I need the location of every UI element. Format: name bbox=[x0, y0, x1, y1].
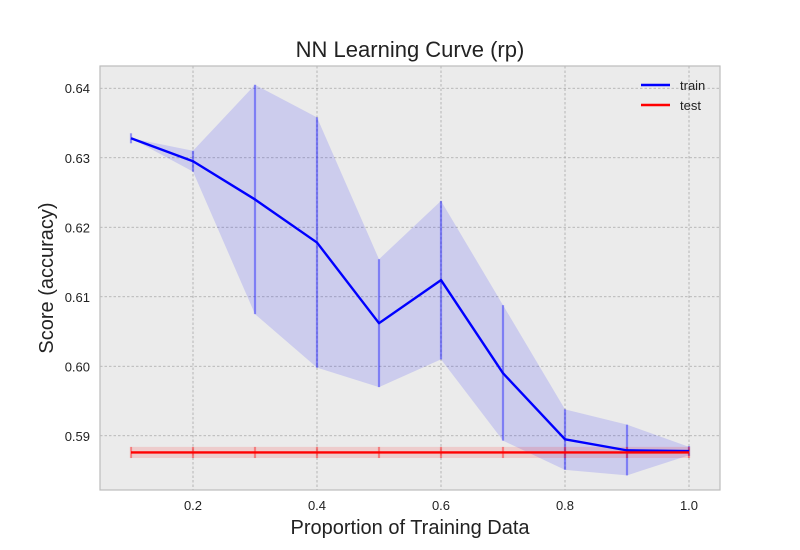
y-tick-label: 0.62 bbox=[65, 220, 90, 235]
x-tick-label: 1.0 bbox=[680, 498, 698, 513]
x-tick-label: 0.8 bbox=[556, 498, 574, 513]
grid-lines bbox=[100, 66, 720, 490]
x-tick-labels: 0.2 0.4 0.6 0.8 1.0 bbox=[184, 498, 698, 513]
y-tick-label: 0.63 bbox=[65, 151, 90, 166]
legend-label-train: train bbox=[680, 78, 705, 93]
y-tick-label: 0.59 bbox=[65, 429, 90, 444]
x-tick-label: 0.6 bbox=[432, 498, 450, 513]
plot-frame bbox=[99, 65, 721, 491]
x-axis-label: Proportion of Training Data bbox=[290, 517, 530, 539]
plot-area bbox=[100, 66, 720, 490]
series-lines bbox=[130, 137, 690, 454]
legend: train test bbox=[641, 78, 705, 113]
x-tick-label: 0.4 bbox=[308, 498, 326, 513]
y-tick-label: 0.60 bbox=[65, 359, 90, 374]
train-line bbox=[130, 137, 690, 453]
train-band bbox=[131, 84, 689, 476]
chart-title: NN Learning Curve (rp) bbox=[296, 37, 525, 62]
x-tick-label: 0.2 bbox=[184, 498, 202, 513]
y-tick-labels: 0.59 0.60 0.61 0.62 0.63 0.64 bbox=[65, 81, 90, 444]
legend-label-test: test bbox=[680, 98, 701, 113]
y-axis-label: Score (accuracy) bbox=[36, 202, 58, 353]
y-tick-label: 0.64 bbox=[65, 81, 90, 96]
y-tick-label: 0.61 bbox=[65, 290, 90, 305]
